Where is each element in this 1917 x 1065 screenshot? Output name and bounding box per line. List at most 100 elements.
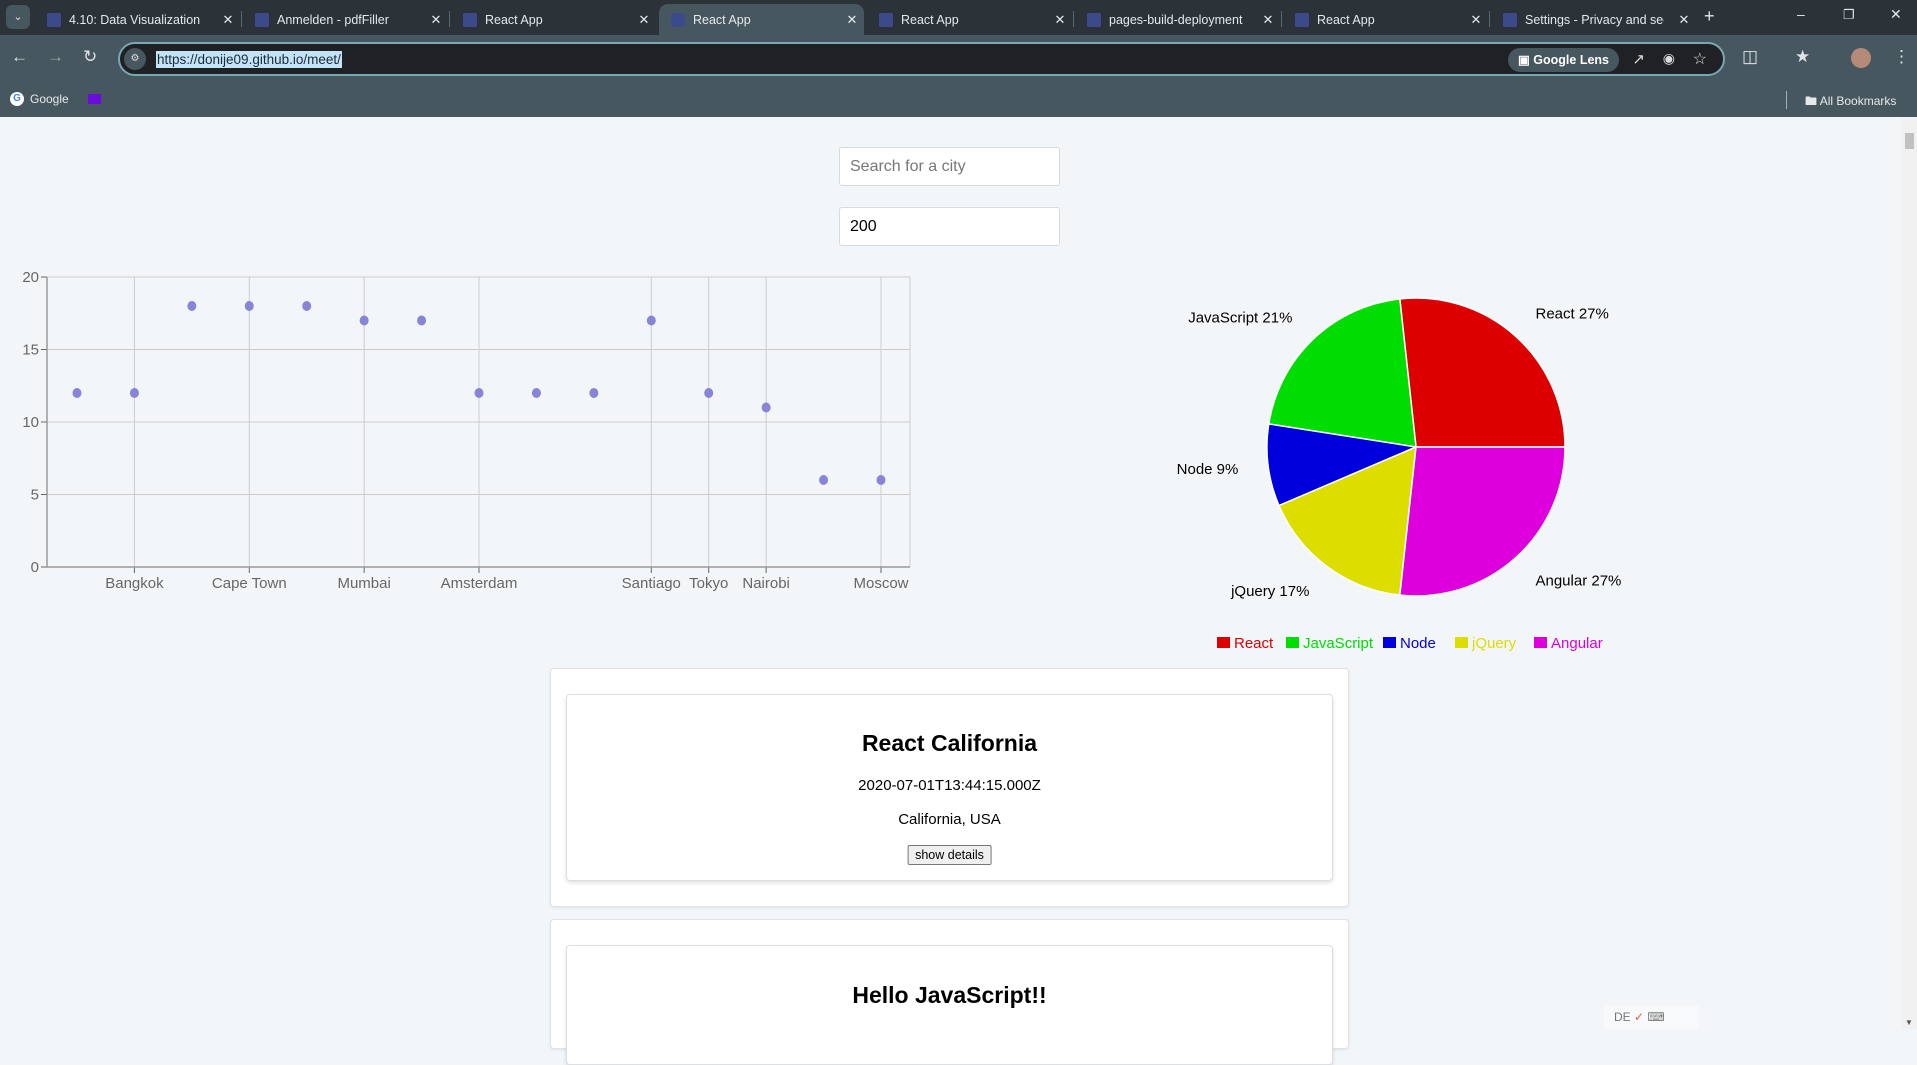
profile-avatar[interactable] bbox=[1851, 48, 1871, 68]
tab-title: React App bbox=[1317, 12, 1375, 27]
x-tick-label: Mumbai bbox=[337, 575, 390, 592]
y-tick-label: 10 bbox=[22, 414, 39, 431]
menu-icon[interactable]: ⋮ bbox=[1893, 47, 1910, 66]
close-tab-icon[interactable]: ✕ bbox=[638, 11, 650, 27]
tab[interactable]: pages-build-deployment ✕ bbox=[1075, 4, 1280, 35]
close-tab-icon[interactable]: ✕ bbox=[1054, 11, 1066, 27]
close-window-button[interactable]: ✕ bbox=[1890, 6, 1902, 22]
legend-swatch bbox=[1383, 637, 1396, 648]
number-of-events-input[interactable] bbox=[839, 207, 1060, 246]
legend-item: Angular bbox=[1551, 635, 1603, 652]
x-tick-label: Cape Town bbox=[212, 575, 287, 592]
data-point bbox=[359, 315, 369, 326]
data-point bbox=[129, 388, 139, 398]
bookmarks-manager-icon[interactable]: ★ bbox=[1795, 47, 1811, 66]
tab-title: React App bbox=[901, 12, 959, 27]
close-tab-icon[interactable]: ✕ bbox=[1678, 11, 1690, 27]
ime-language-bar[interactable]: DE ✓ ⌨ bbox=[1604, 1006, 1699, 1029]
x-tick-label: Tokyo bbox=[689, 575, 728, 592]
legend-swatch bbox=[1217, 637, 1230, 648]
all-bookmarks-button[interactable]: 🖿 All Bookmarks bbox=[1805, 92, 1896, 113]
y-tick-label: 15 bbox=[22, 342, 39, 359]
tab[interactable]: React App ✕ bbox=[1283, 4, 1488, 35]
tab[interactable]: React App ✕ bbox=[451, 4, 656, 35]
pie-label: React 27% bbox=[1535, 306, 1608, 323]
new-tab-button[interactable]: + bbox=[1704, 6, 1715, 26]
open-in-app-icon[interactable]: ↗ bbox=[1632, 51, 1645, 68]
x-tick-label: Moscow bbox=[853, 575, 908, 592]
tab-title: Anmelden - pdfFiller bbox=[277, 12, 389, 27]
tab-separator bbox=[241, 11, 242, 27]
data-point bbox=[474, 388, 484, 398]
data-point bbox=[187, 301, 197, 311]
legend-swatch bbox=[1286, 637, 1299, 648]
favicon-icon bbox=[47, 12, 61, 27]
favicon-icon bbox=[1503, 12, 1517, 27]
pie-label: Angular 27% bbox=[1535, 572, 1621, 589]
tab-title: Settings - Privacy and sec bbox=[1525, 12, 1664, 27]
event-title: Hello JavaScript!! bbox=[852, 982, 1047, 1008]
back-icon[interactable]: ← bbox=[11, 47, 28, 66]
close-tab-icon[interactable]: ✕ bbox=[1262, 11, 1274, 27]
event-card-inner: React California 2020-07-01T13:44:15.000… bbox=[566, 694, 1333, 881]
tab[interactable]: React App ✕ bbox=[867, 4, 1072, 35]
tab-search-button[interactable]: ⌄ bbox=[6, 5, 30, 29]
scrollbar-thumb[interactable] bbox=[1905, 133, 1914, 149]
google-lens-label: Google Lens bbox=[1533, 53, 1609, 67]
forward-icon[interactable]: → bbox=[47, 47, 64, 66]
tab-title: React App bbox=[693, 12, 751, 27]
page-scrollbar[interactable]: ▼ bbox=[1902, 117, 1917, 1029]
close-tab-icon[interactable]: ✕ bbox=[1470, 11, 1482, 27]
google-icon: G bbox=[10, 92, 24, 106]
legend-item: Node bbox=[1400, 635, 1436, 652]
x-tick-label: Santiago bbox=[622, 575, 681, 592]
lens-icon: ▣ bbox=[1518, 53, 1534, 67]
toolbar: ← → ↻ ⚙ https://donije09.github.io/meet/… bbox=[0, 35, 1917, 83]
pie-label: jQuery 17% bbox=[1230, 583, 1309, 600]
city-search-input[interactable] bbox=[839, 147, 1060, 186]
bookmark-label: Google bbox=[30, 92, 69, 106]
bookmark-google[interactable]: G Google bbox=[10, 92, 69, 106]
close-tab-icon[interactable]: ✕ bbox=[222, 11, 234, 27]
pie-slice bbox=[1398, 446, 1566, 597]
extensions-icon[interactable]: ◫ bbox=[1742, 47, 1759, 66]
bookmarks-bar: G Google 🖿 All Bookmarks bbox=[0, 83, 1917, 117]
favicon-icon bbox=[1295, 12, 1309, 27]
favicon-icon bbox=[879, 12, 893, 27]
divider bbox=[1786, 91, 1787, 109]
pie-label: JavaScript 21% bbox=[1188, 310, 1292, 327]
tracking-protection-icon[interactable]: ◉ bbox=[1662, 50, 1675, 66]
tab[interactable]: 4.10: Data Visualization ✕ bbox=[35, 4, 240, 35]
event-card: Hello JavaScript!! bbox=[550, 919, 1349, 1065]
tab-bar: ⌄ 4.10: Data Visualization ✕ Anmelden - pd… bbox=[0, 0, 1917, 35]
tab[interactable]: Anmelden - pdfFiller ✕ bbox=[243, 4, 448, 35]
show-details-button[interactable]: show details bbox=[907, 845, 992, 865]
folder-icon: 🖿 bbox=[1805, 94, 1820, 108]
data-point bbox=[819, 475, 829, 485]
favicon-icon bbox=[255, 12, 269, 27]
keyboard-icon: ⌨ bbox=[1647, 1010, 1665, 1024]
data-point bbox=[417, 315, 427, 326]
event-title: React California bbox=[861, 730, 1038, 756]
restore-button[interactable]: ❐ bbox=[1843, 7, 1855, 22]
url-text[interactable]: https://donije09.github.io/meet/ bbox=[156, 51, 342, 68]
close-tab-icon[interactable]: ✕ bbox=[430, 11, 442, 27]
favicon-icon bbox=[671, 12, 685, 27]
close-tab-icon[interactable]: ✕ bbox=[846, 11, 858, 27]
tab[interactable]: Settings - Privacy and sec ✕ bbox=[1491, 4, 1696, 35]
tab-separator bbox=[1073, 11, 1074, 27]
mail-bookmark-icon[interactable] bbox=[88, 94, 101, 104]
scroll-down-arrow[interactable]: ▼ bbox=[1905, 1018, 1913, 1027]
minimize-button[interactable]: – bbox=[1797, 6, 1805, 22]
tab-title: 4.10: Data Visualization bbox=[69, 12, 201, 27]
address-bar[interactable]: ⚙ https://donije09.github.io/meet/ ▣ Goo… bbox=[118, 42, 1725, 76]
data-point bbox=[244, 301, 254, 311]
google-lens-button[interactable]: ▣ Google Lens bbox=[1508, 48, 1619, 72]
tab-separator bbox=[1281, 11, 1282, 27]
tab[interactable]: React App ✕ bbox=[659, 4, 864, 35]
legend-item: React bbox=[1234, 635, 1274, 652]
site-info-icon[interactable]: ⚙ bbox=[124, 48, 146, 70]
reload-icon[interactable]: ↻ bbox=[83, 47, 98, 66]
bookmark-star-icon[interactable]: ☆ bbox=[1692, 51, 1707, 68]
all-bookmarks-label: All Bookmarks bbox=[1819, 94, 1897, 108]
